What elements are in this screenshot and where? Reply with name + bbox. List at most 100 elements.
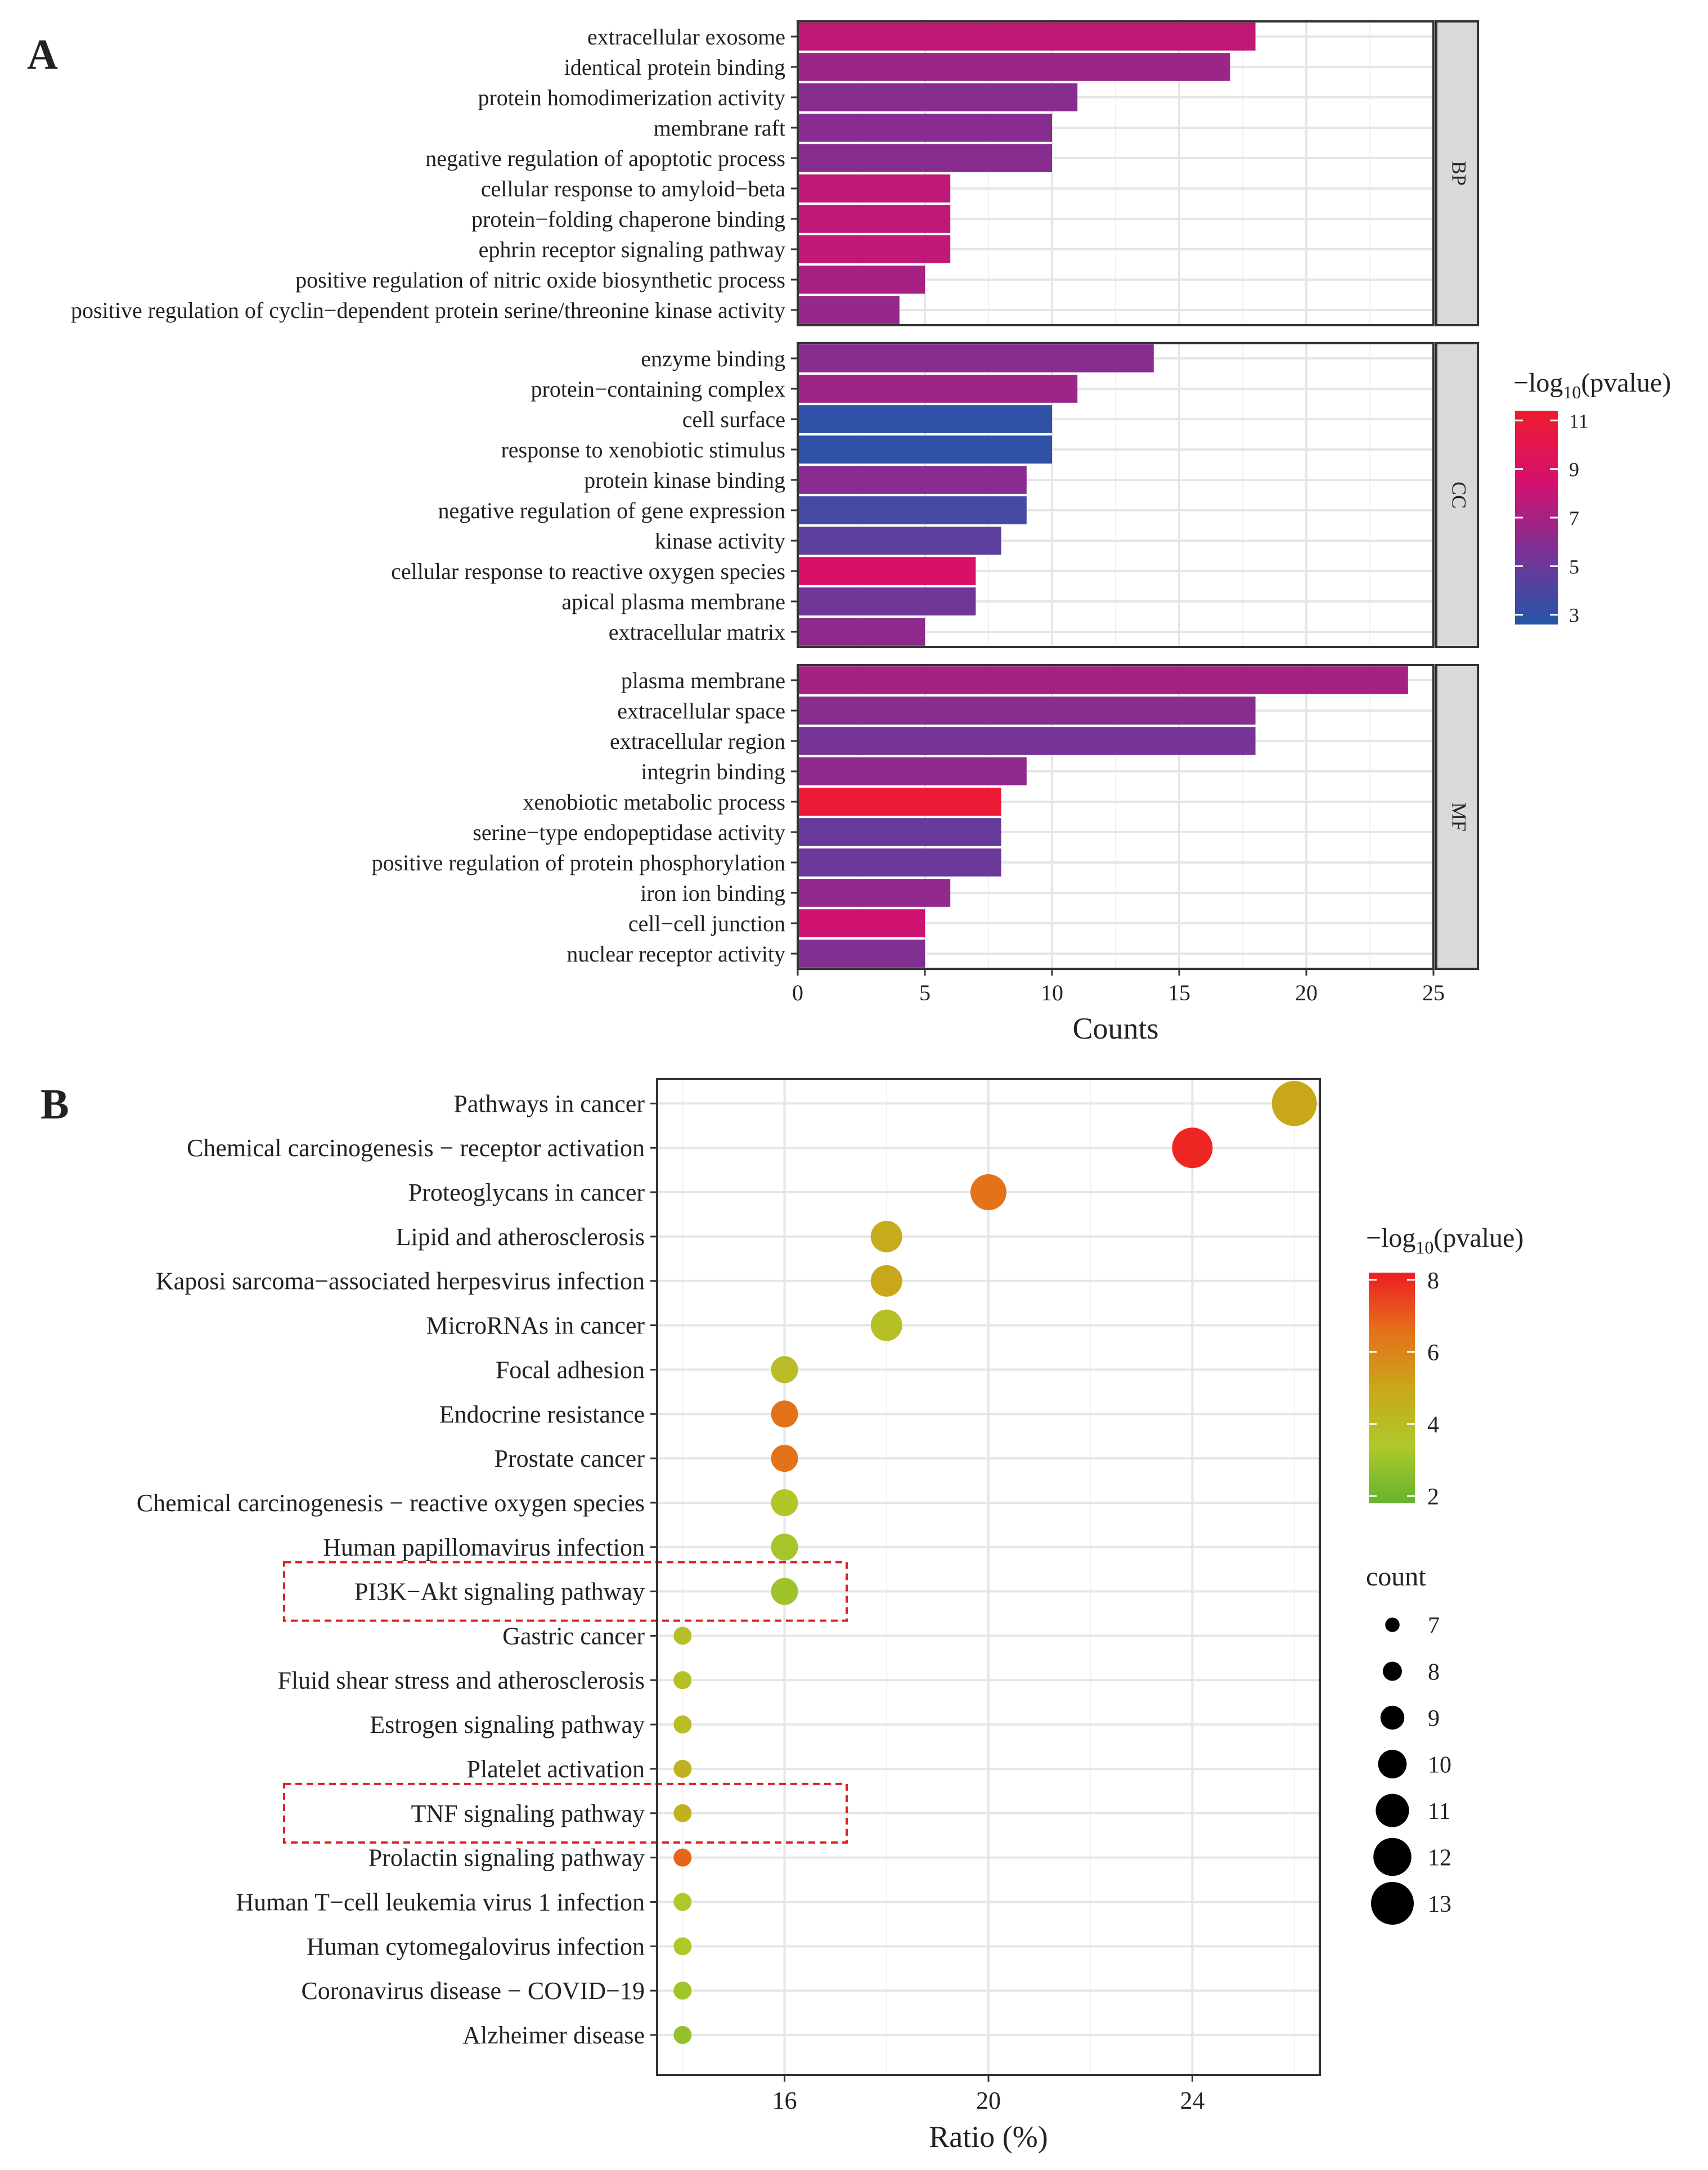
y-tick-label: Human T−cell leukemia virus 1 infection [236,1889,645,1916]
point-focal-adhesion [771,1356,798,1383]
x-tick-label: 10 [1041,980,1063,1005]
point-estrogen-signaling-pathway [673,1715,692,1734]
y-tick-label: Endocrine resistance [439,1400,645,1428]
size-legend-label: 11 [1428,1799,1450,1825]
bar-negative-regulation-of-gene-expression [798,496,1027,524]
bar-cellular-response-to-amyloid-beta [798,174,951,203]
y-tick-label: iron ion binding [640,880,785,906]
y-tick-label: membrane raft [654,115,785,141]
y-tick-label: PI3K−Akt signaling pathway [354,1578,645,1606]
facet-mf: plasma membrane extracellular space extrac… [372,664,1479,970]
color-bar-label: 6 [1427,1340,1439,1366]
facet-strip-label: BP [1448,161,1471,186]
y-tick-label: positive regulation of nitric oxide bios… [295,267,785,293]
y-tick-label: Gastric cancer [502,1622,645,1650]
y-tick-label: Chemical carcinogenesis − receptor activ… [187,1134,645,1162]
point-human-cytomegalovirus-infection [673,1937,692,1956]
bar-enzyme-binding [798,344,1154,372]
x-tick-label: 20 [976,2087,1001,2114]
y-tick-label: positive regulation of protein phosphory… [372,850,785,875]
point-alzheimer-disease [673,2026,692,2045]
legend-title-part: −log [1513,368,1563,398]
panel-b-dot-plot: Pathways in cancer Chemical carcinogenesi… [137,1078,1523,2154]
y-tick-label: protein−containing complex [531,376,785,402]
bar-integrin-binding [798,757,1027,785]
legend-title-part: −log [1366,1223,1415,1253]
point-prolactin-signaling-pathway [673,1848,692,1867]
bar-negative-regulation-of-apoptotic-process [798,144,1052,172]
bar-positive-regulation-of-protein-phosphorylation [798,848,1001,877]
y-tick-label: extracellular space [617,698,785,724]
color-bar-label: 5 [1569,555,1579,578]
point-gastric-cancer [673,1627,692,1645]
y-tick-label: Human papillomavirus infection [323,1534,645,1561]
y-tick-label: Fluid shear stress and atherosclerosis [277,1666,645,1694]
bar-xenobiotic-metabolic-process [798,788,1001,816]
y-tick-label: xenobiotic metabolic process [523,789,785,815]
color-bar [1369,1273,1415,1503]
y-tick-label: integrin binding [641,759,785,784]
size-legend-dot [1376,1794,1409,1827]
bar-plasma-membrane [798,666,1408,694]
legend-title-subscript: 10 [1563,382,1581,402]
x-tick-label: 5 [919,980,931,1005]
color-bar-label: 3 [1569,604,1579,627]
bar-protein-homodimerization-activity [798,83,1078,111]
bar-response-to-xenobiotic-stimulus [798,435,1052,464]
point-pathways-in-cancer [1271,1081,1317,1126]
y-tick-label: cell surface [682,407,785,432]
facet-border [797,20,1435,326]
y-tick-label: protein kinase binding [584,468,785,493]
bar-extracellular-region [798,727,1256,755]
y-tick-label: Focal adhesion [496,1356,645,1383]
point-human-papillomavirus-infection [771,1533,798,1561]
bar-cell-surface [798,405,1052,433]
size-legend-dot [1371,1882,1414,1925]
facet-strip-label: CC [1448,482,1471,509]
point-human-t-cell-leukemia-virus-1-infection [673,1893,692,1911]
size-legend-title: count [1366,1562,1426,1592]
y-tick-label: extracellular matrix [609,619,785,645]
y-tick-label: Prolactin signaling pathway [368,1844,645,1872]
point-micrornas-in-cancer [870,1309,902,1341]
y-tick-label: extracellular exosome [587,24,785,50]
bar-serine-type-endopeptidase-activity [798,818,1001,846]
y-tick-label: ephrin receptor signaling pathway [479,237,785,262]
point-prostate-cancer [771,1445,798,1472]
highlight-box [283,1782,848,1844]
facet-border [797,664,1435,970]
panel-a-bar-chart: extracellular exosome identical protein b… [71,20,1671,1045]
x-tick-label: 20 [1295,980,1318,1005]
bar-membrane-raft [798,114,1052,142]
color-legend-b: −log10(pvalue) 2 4 6 8 [1366,1223,1523,1510]
point-lipid-and-atherosclerosis [870,1220,902,1252]
bar-protein-containing-complex [798,375,1078,403]
size-legend-dot [1380,1705,1405,1730]
facet-cc: enzyme binding protein−containing complex… [391,342,1479,648]
size-legend-dot [1373,1837,1412,1876]
y-tick-label: response to xenobiotic stimulus [501,437,785,462]
point-endocrine-resistance [771,1400,798,1428]
legend-title-part: (pvalue) [1433,1223,1523,1253]
y-tick-label: protein−folding chaperone binding [471,206,785,232]
bar-cell-cell-junction [798,909,925,937]
y-tick-label: Pathways in cancer [453,1090,645,1117]
facet-bp: extracellular exosome identical protein b… [71,20,1479,326]
facet-strip [1435,664,1479,970]
point-platelet-activation [673,1759,692,1778]
x-tick-label: 25 [1422,980,1445,1005]
y-tick-label: protein homodimerization activity [478,85,785,110]
x-axis-title: Ratio (%) [929,2120,1048,2154]
point-pi3k-akt-signaling-pathway [771,1578,798,1605]
y-tick-label: positive regulation of cyclin−dependent … [71,298,785,323]
legend-title-subscript: 10 [1415,1237,1433,1257]
bar-extracellular-exosome [798,23,1256,51]
y-tick-label: Alzheimer disease [462,2021,645,2049]
y-tick-label: cell−cell junction [628,911,785,936]
y-tick-label: Chemical carcinogenesis − reactive oxyge… [137,1489,645,1517]
x-axis-title: Counts [1072,1012,1158,1045]
bar-identical-protein-binding [798,53,1230,81]
y-tick-label: serine−type endopeptidase activity [473,820,785,845]
size-legend-label: 7 [1428,1613,1440,1639]
